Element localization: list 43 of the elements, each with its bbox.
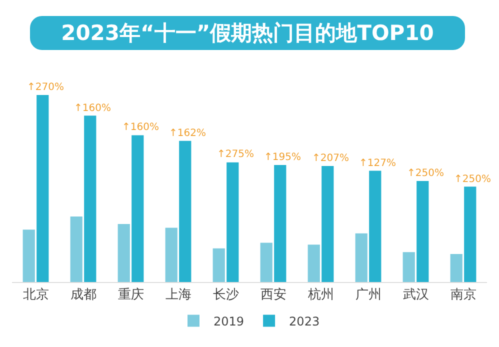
x-tick-label: 上海 [165, 288, 192, 303]
annotation: ↑270% [27, 82, 64, 93]
legend-label: 2019 [214, 314, 244, 328]
x-tick-label: 重庆 [118, 288, 144, 303]
bar [308, 244, 320, 282]
bar [118, 224, 130, 282]
bar [450, 254, 462, 282]
annotation: ↑127% [359, 158, 396, 169]
chart-title: 2023年“十一”假期热门目的地TOP10 [30, 16, 465, 50]
x-tick-label: 杭州 [306, 288, 334, 303]
bar [402, 252, 415, 282]
annotation: ↑195% [264, 152, 301, 163]
annotation: ↑160% [74, 103, 111, 114]
bar [355, 233, 368, 282]
bar [416, 181, 429, 282]
bar [22, 230, 35, 282]
annotation: ↑160% [122, 122, 159, 133]
x-tick-label: 成都 [70, 288, 96, 303]
bar [260, 242, 272, 282]
x-tick-label: 西安 [260, 286, 286, 303]
annotation: ↑250% [454, 174, 491, 185]
bar [226, 162, 239, 282]
annotation: ↑207% [312, 153, 349, 164]
bar [179, 140, 192, 282]
bar [464, 186, 476, 282]
legend-label: 2023 [289, 314, 320, 328]
bar [369, 170, 382, 282]
annotation: ↑250% [407, 168, 444, 179]
bar [70, 216, 82, 282]
bar [274, 164, 286, 282]
bar [165, 228, 178, 282]
bar [212, 248, 225, 282]
bar [84, 116, 96, 282]
bar [322, 166, 334, 282]
bar [36, 95, 49, 282]
x-tick-label: 长沙 [212, 288, 239, 303]
x-tick-label: 北京 [22, 288, 49, 303]
x-tick-label: 广州 [355, 288, 382, 303]
annotation: ↑275% [217, 149, 254, 160]
x-tick-label: 武汉 [402, 288, 429, 303]
bar [132, 135, 144, 282]
x-tick-label: 南京 [450, 288, 476, 303]
annotation: ↑162% [169, 128, 206, 139]
